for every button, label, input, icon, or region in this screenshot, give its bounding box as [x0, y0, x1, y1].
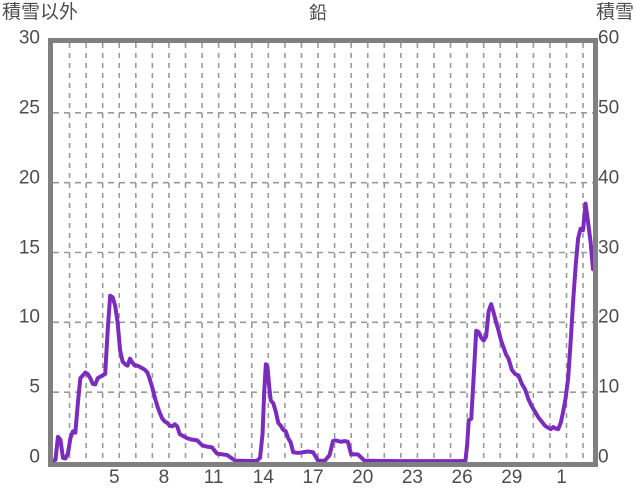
y-axis-left-tick-label: 5	[29, 376, 40, 398]
y-axis-right-tick-label: 60	[598, 27, 620, 49]
y-axis-left-tick-label: 0	[29, 446, 40, 468]
y-axis-right-tick-label: 20	[598, 306, 620, 328]
y-axis-left-tick-label: 20	[18, 167, 40, 189]
y-axis-right-tick-label: 30	[598, 237, 620, 258]
y-axis-right-tick-label: 50	[598, 97, 620, 119]
y-axis-left-tick-label: 30	[18, 27, 40, 49]
plot-frame	[48, 38, 598, 467]
x-axis-tick-label: 14	[252, 467, 274, 488]
x-axis-tick-label: 5	[108, 467, 120, 488]
series-line	[53, 201, 593, 462]
y-axis-left-tick-label: 15	[18, 237, 40, 258]
x-axis-tick-label: 29	[501, 467, 523, 488]
x-axis-tick-label: 11	[203, 467, 224, 488]
plot-area	[53, 43, 593, 462]
x-axis-tick-label: 20	[352, 467, 374, 488]
y-axis-right-tick-label: 0	[598, 446, 609, 468]
y-axis-right-tick-label: 40	[598, 167, 620, 189]
chart-title: 鉛	[309, 3, 327, 23]
x-axis-tick-label: 17	[302, 467, 324, 488]
left-axis-unit-label: 積雪以外	[2, 2, 79, 23]
y-axis-left-tick-label: 25	[18, 97, 40, 119]
series-plot	[53, 43, 593, 462]
x-axis-tick-label: 8	[158, 467, 170, 488]
y-axis-right-tick-label: 10	[598, 376, 620, 398]
x-axis-tick-label: 1	[556, 467, 567, 488]
right-axis-unit-label: 積雪	[595, 2, 634, 23]
y-axis-left-tick-label: 10	[18, 306, 40, 328]
x-axis-tick-label: 26	[451, 467, 473, 488]
x-axis-tick-label: 23	[401, 467, 423, 488]
